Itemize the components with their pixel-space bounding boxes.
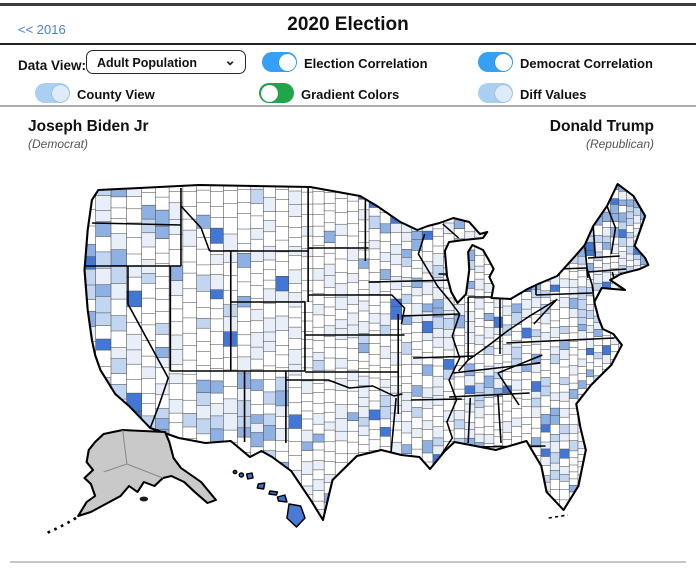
top-divider <box>0 3 696 6</box>
data-view-label: Data View: <box>18 58 87 73</box>
hawaii-big-island <box>286 503 306 528</box>
county-view-label: County View <box>77 87 155 102</box>
bottom-divider <box>10 561 686 563</box>
controls-divider <box>0 105 696 107</box>
toggle-knob <box>260 84 278 102</box>
florida-keys <box>548 514 568 519</box>
toggle-knob <box>494 84 512 102</box>
aleutian-islands <box>43 516 77 536</box>
hawaii-region <box>232 469 306 528</box>
state-borders <box>85 188 627 456</box>
candidate-left-party: (Democrat) <box>28 137 89 151</box>
kodiak-island <box>139 496 149 502</box>
election-correlation-label: Election Correlation <box>304 56 428 71</box>
us-mainland-outline <box>83 183 650 521</box>
county-cells <box>84 184 649 520</box>
toggle-knob <box>51 84 69 102</box>
gradient-colors-toggle[interactable] <box>259 83 294 103</box>
candidate-right-name: Donald Trump <box>549 118 654 135</box>
data-view-selected-value: Adult Population <box>97 56 197 70</box>
democrat-correlation-toggle[interactable] <box>478 52 513 72</box>
chevron-down-icon: ⌄ <box>224 52 236 68</box>
data-view-select[interactable]: Adult Population ⌄ <box>86 50 246 74</box>
candidate-right-party: (Republican) <box>585 137 654 151</box>
us-county-choropleth-map[interactable] <box>40 166 660 566</box>
alaska-region <box>43 429 217 536</box>
gradient-colors-label: Gradient Colors <box>301 87 400 102</box>
candidate-left-name: Joseph Biden Jr <box>28 118 149 135</box>
diff-values-toggle[interactable] <box>478 83 513 103</box>
toggle-knob <box>494 53 512 71</box>
election-correlation-toggle[interactable] <box>262 52 297 72</box>
map-svg <box>43 183 650 536</box>
page-title: 2020 Election <box>287 14 409 35</box>
democrat-correlation-label: Democrat Correlation <box>520 56 653 71</box>
back-to-2016-link[interactable]: << 2016 <box>18 22 66 37</box>
toggle-knob <box>278 53 296 71</box>
title-divider <box>0 43 696 45</box>
county-view-toggle[interactable] <box>35 83 70 103</box>
diff-values-label: Diff Values <box>520 87 587 102</box>
